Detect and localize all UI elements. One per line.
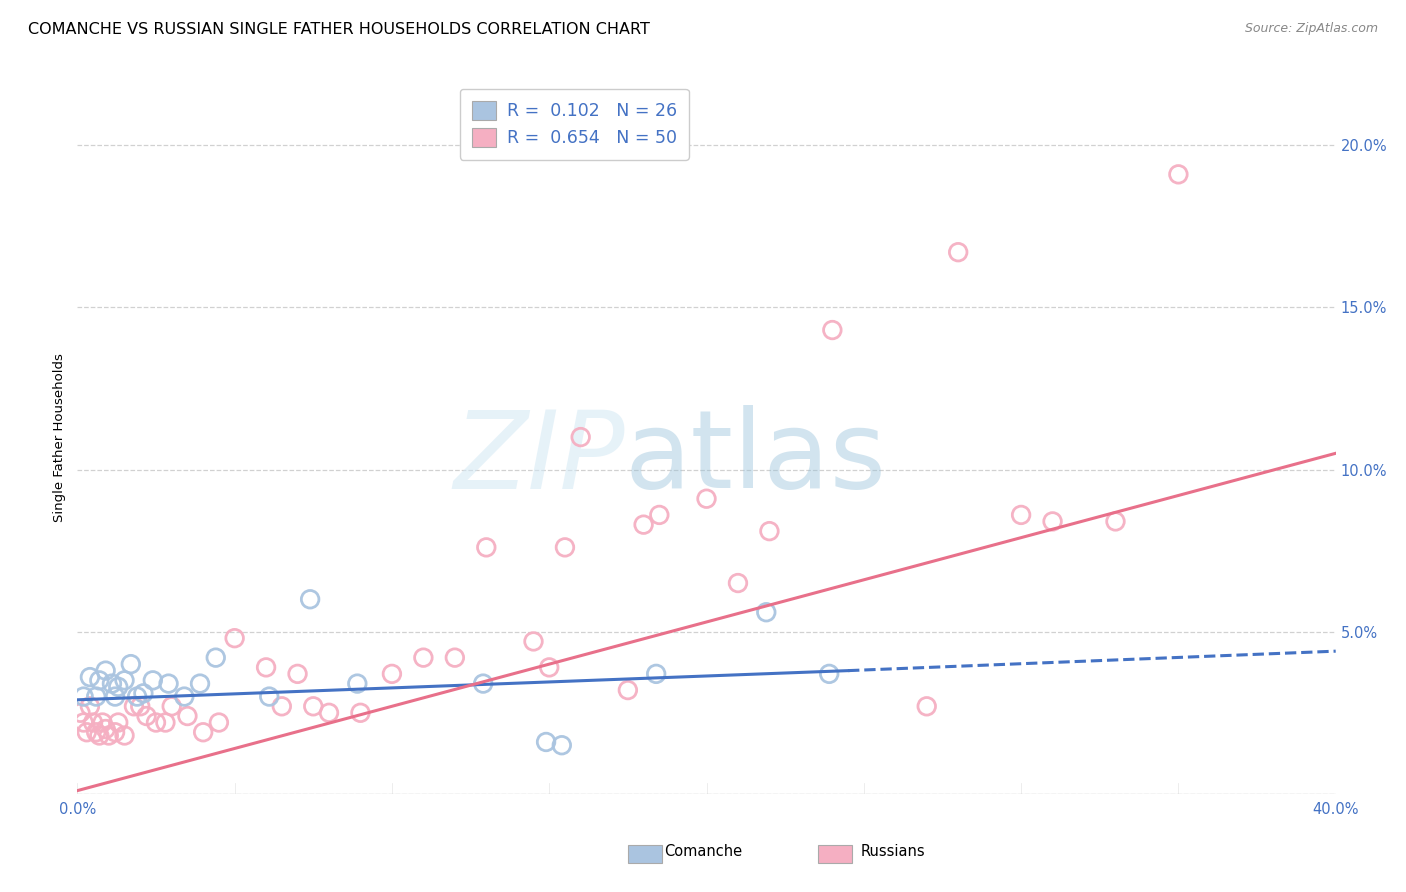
Point: [208, 715, 231, 730]
Point: [204, 650, 226, 665]
Point: [472, 676, 495, 690]
Point: [82, 715, 104, 730]
Point: [270, 699, 292, 714]
Point: [299, 592, 322, 607]
Point: [89, 673, 111, 688]
Point: [79, 699, 101, 714]
Point: [538, 660, 561, 674]
Point: [84, 725, 107, 739]
Point: [129, 699, 152, 714]
Point: [120, 657, 142, 672]
Point: [122, 699, 145, 714]
Point: [617, 683, 640, 698]
Point: [648, 508, 671, 522]
Point: [114, 673, 136, 688]
Point: [349, 706, 371, 720]
Point: [381, 666, 404, 681]
Point: [758, 524, 780, 538]
Point: [94, 664, 117, 678]
Point: [254, 660, 277, 674]
Point: [1104, 515, 1126, 529]
Point: [412, 650, 434, 665]
Point: [94, 722, 117, 736]
Text: Russians: Russians: [860, 845, 925, 859]
Point: [176, 709, 198, 723]
Point: [135, 709, 157, 723]
Point: [101, 676, 124, 690]
Point: [522, 634, 544, 648]
Point: [91, 715, 114, 730]
Point: [569, 430, 592, 444]
Point: [127, 690, 149, 704]
Point: [554, 541, 576, 555]
Point: [72, 690, 94, 704]
Text: ZIP: ZIP: [453, 406, 624, 511]
Legend: R =  0.102   N = 26, R =  0.654   N = 50: R = 0.102 N = 26, R = 0.654 N = 50: [460, 89, 689, 160]
Point: [142, 673, 165, 688]
Point: [534, 735, 557, 749]
Point: [287, 666, 309, 681]
Point: [1010, 508, 1032, 522]
Point: [89, 729, 111, 743]
Point: [155, 715, 177, 730]
Point: [224, 631, 246, 645]
Point: [318, 706, 340, 720]
Point: [1167, 167, 1189, 181]
Point: [818, 666, 841, 681]
Point: [444, 650, 467, 665]
Point: [107, 715, 129, 730]
Point: [69, 706, 91, 720]
Point: [346, 676, 368, 690]
Point: [475, 541, 498, 555]
Point: [104, 690, 127, 704]
Point: [755, 605, 778, 619]
Point: [157, 676, 180, 690]
Point: [76, 725, 98, 739]
Point: [160, 699, 183, 714]
Point: [145, 715, 167, 730]
Point: [727, 576, 749, 591]
Point: [915, 699, 938, 714]
Y-axis label: Single Father Households: Single Father Households: [53, 352, 66, 522]
Point: [821, 323, 844, 337]
Point: [645, 666, 668, 681]
Text: Comanche: Comanche: [664, 845, 742, 859]
Text: COMANCHE VS RUSSIAN SINGLE FATHER HOUSEHOLDS CORRELATION CHART: COMANCHE VS RUSSIAN SINGLE FATHER HOUSEH…: [28, 22, 650, 37]
Point: [1042, 515, 1064, 529]
Point: [257, 690, 280, 704]
Text: atlas: atlas: [624, 406, 887, 511]
Point: [191, 725, 215, 739]
Point: [132, 686, 155, 700]
Point: [104, 725, 127, 739]
Point: [84, 690, 107, 704]
Text: Source: ZipAtlas.com: Source: ZipAtlas.com: [1244, 22, 1378, 36]
Point: [72, 715, 94, 730]
Point: [173, 690, 195, 704]
Point: [948, 245, 970, 260]
Point: [114, 729, 136, 743]
Point: [107, 680, 129, 694]
Point: [696, 491, 718, 506]
Point: [302, 699, 325, 714]
Point: [79, 670, 101, 684]
Point: [97, 729, 120, 743]
Point: [188, 676, 211, 690]
Point: [551, 738, 574, 752]
Point: [633, 517, 655, 532]
